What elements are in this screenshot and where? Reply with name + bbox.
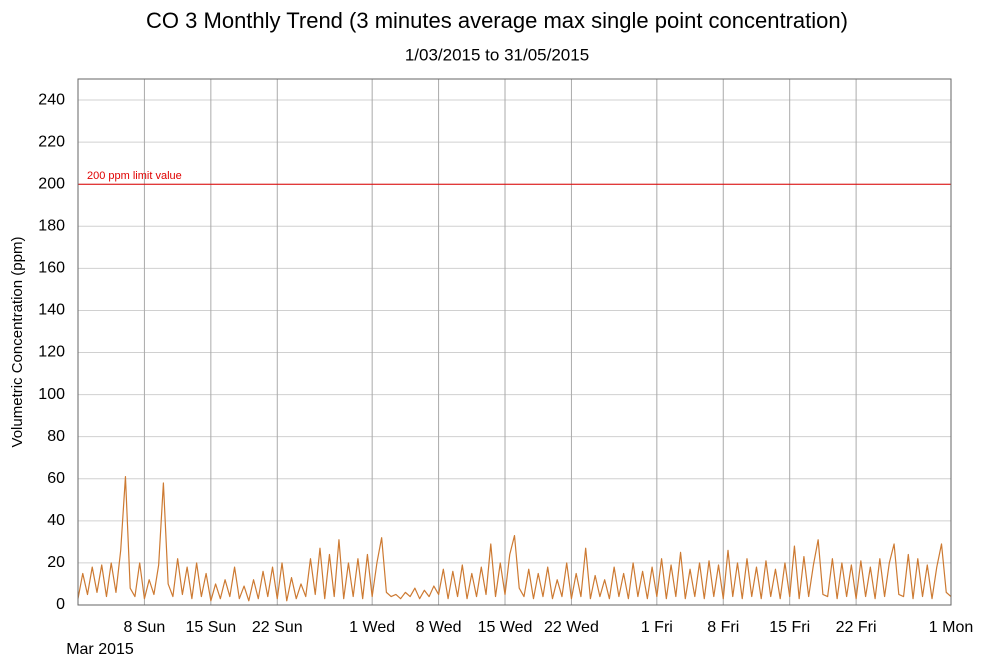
- data-line: [77, 476, 952, 602]
- y-tick-label: 100: [38, 386, 65, 403]
- y-axis-label: Volumetric Concentration (ppm): [9, 237, 26, 448]
- y-tick-label: 60: [47, 470, 65, 487]
- y-tick-label: 160: [38, 260, 65, 277]
- x-tick-label: 8 Sun: [124, 619, 166, 636]
- x-tick-label: 1 Fri: [641, 619, 673, 636]
- y-tick-label: 140: [38, 302, 65, 319]
- y-tick-label: 0: [56, 596, 65, 613]
- y-tick-label: 80: [47, 428, 65, 445]
- chart-subtitle: 1/03/2015 to 31/05/2015: [405, 45, 589, 64]
- x-tick-label: 22 Fri: [836, 619, 877, 636]
- limit-label: 200 ppm limit value: [87, 170, 182, 182]
- x-tick-label: 22 Sun: [252, 619, 303, 636]
- x-tick-label: 15 Wed: [478, 619, 533, 636]
- x-period-label: Mar 2015: [66, 641, 134, 658]
- y-tick-label: 180: [38, 217, 65, 234]
- plot-frame: [77, 78, 952, 606]
- y-tick-label: 40: [47, 512, 65, 529]
- x-tick-label: 8 Wed: [416, 619, 462, 636]
- x-tick-label: 8 Fri: [707, 619, 739, 636]
- plot-area: [78, 79, 951, 605]
- x-tick-label: 15 Fri: [769, 619, 810, 636]
- y-tick-label: 220: [38, 133, 65, 150]
- x-tick-label: 15 Sun: [185, 619, 236, 636]
- y-tick-label: 240: [38, 91, 65, 108]
- x-tick-label: 1 Wed: [349, 619, 395, 636]
- y-tick-label: 20: [47, 554, 65, 571]
- x-tick-label: 22 Wed: [544, 619, 599, 636]
- y-tick-label: 200: [38, 175, 65, 192]
- y-tick-label: 120: [38, 344, 65, 361]
- x-tick-label: 1 Mon: [929, 619, 973, 636]
- chart-title: CO 3 Monthly Trend (3 minutes average ma…: [146, 8, 848, 33]
